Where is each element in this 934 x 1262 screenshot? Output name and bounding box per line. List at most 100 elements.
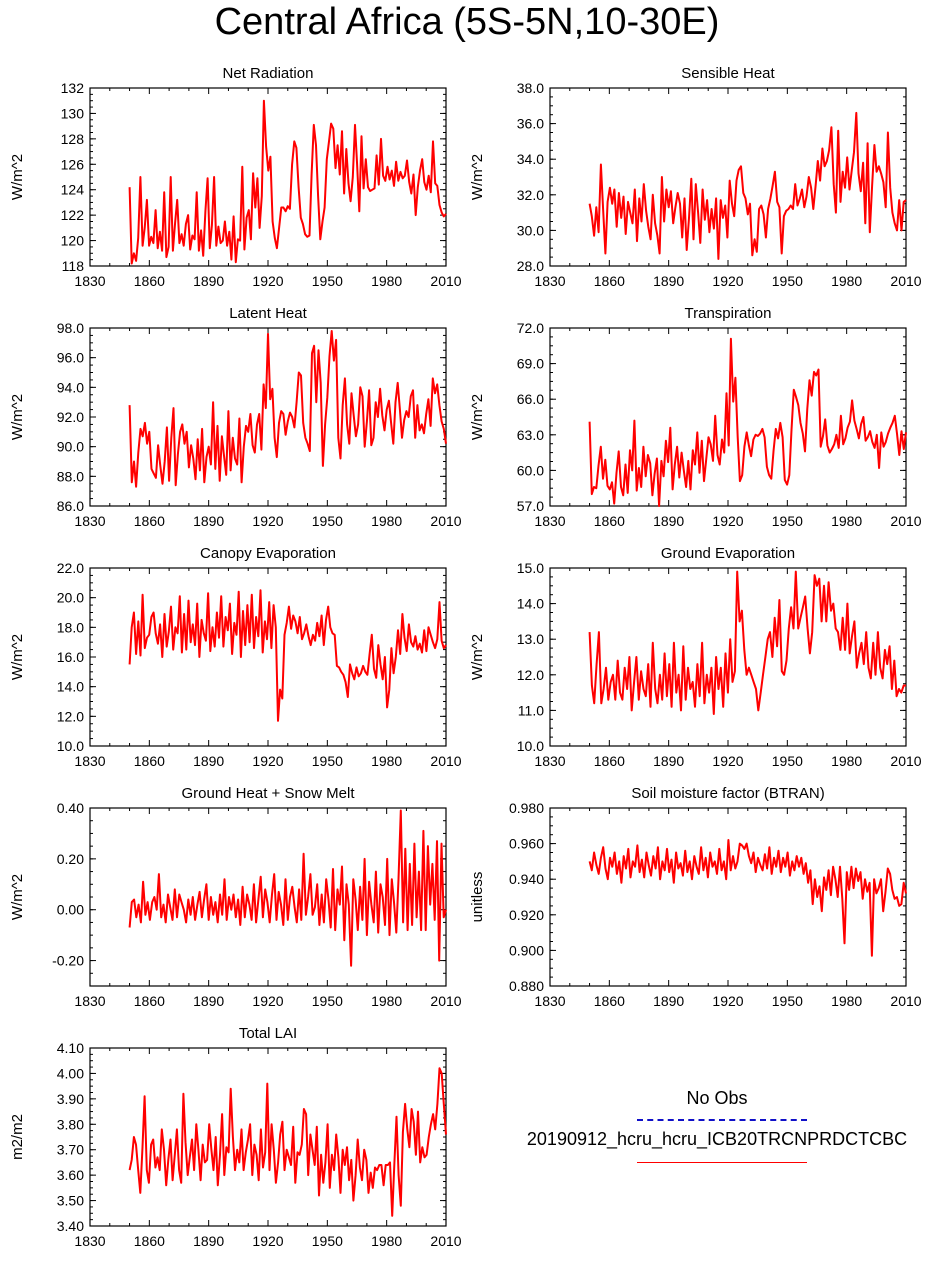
x-tick-label: 1980 (371, 753, 402, 769)
panel-0: Net Radiation W/m^2 1830 1860 1890 1920 1950 19… (9, 65, 462, 289)
series-line (128, 330, 447, 488)
y-tick-label: -0.20 (52, 953, 84, 969)
x-tick-label: 1860 (134, 1233, 165, 1249)
y-tick-label: 3.40 (57, 1218, 84, 1234)
y-tick-label: 132 (61, 80, 85, 96)
x-tick-label: 1830 (534, 513, 565, 529)
x-tick-label: 1980 (371, 513, 402, 529)
x-tick-label: 1950 (312, 273, 343, 289)
y-tick-label: 3.80 (57, 1116, 84, 1132)
x-tick-label: 1860 (134, 273, 165, 289)
y-tick-label: 12.0 (517, 667, 544, 683)
plot-frame (549, 807, 907, 987)
y-tick-label: 0.940 (509, 871, 544, 887)
plot-frame (549, 87, 907, 267)
x-tick-label: 1830 (534, 753, 565, 769)
x-tick-label: 1980 (831, 273, 862, 289)
y-tick-label: 0.20 (57, 851, 84, 867)
x-tick-label: 1980 (371, 1233, 402, 1249)
y-tick-label: 0.920 (509, 907, 544, 923)
x-tick-label: 1980 (371, 993, 402, 1009)
x-tick-label: 1830 (74, 753, 105, 769)
y-tick-label: 90.0 (57, 439, 84, 455)
x-tick-label: 1830 (74, 513, 105, 529)
y-axis-label: m2/m2 (9, 1114, 26, 1160)
x-tick-label: 1890 (193, 273, 224, 289)
y-tick-label: 4.00 (57, 1065, 84, 1081)
legend: No Obs 20190912_hcru_hcru_ICB20TRCNPRDCT… (500, 1088, 934, 1178)
x-tick-label: 1920 (712, 273, 743, 289)
x-tick-label: 1950 (312, 1233, 343, 1249)
x-tick-label: 1830 (74, 1233, 105, 1249)
x-tick-label: 2010 (890, 753, 921, 769)
legend-model-label: 20190912_hcru_hcru_ICB20TRCNPRDCTCBC (526, 1129, 908, 1149)
y-tick-label: 30.0 (517, 222, 544, 238)
x-tick-label: 1860 (594, 993, 625, 1009)
x-tick-label: 1950 (772, 993, 803, 1009)
y-tick-label: 3.90 (57, 1091, 84, 1107)
panel-title: Latent Heat (229, 305, 307, 322)
x-tick-label: 1980 (831, 993, 862, 1009)
series-line (588, 111, 907, 260)
x-tick-label: 1890 (193, 513, 224, 529)
y-tick-label: 72.0 (517, 320, 544, 336)
y-tick-label: 0.960 (509, 836, 544, 852)
x-tick-label: 1860 (594, 513, 625, 529)
x-tick-label: 1860 (594, 273, 625, 289)
panel-5: Ground Evaporation W/m^2 1830 1860 1890 1920 1… (469, 545, 922, 769)
y-tick-label: 96.0 (57, 350, 84, 366)
panel-7: Soil moisture factor (BTRAN) unitless 1830… (469, 785, 922, 1009)
x-tick-label: 1920 (712, 753, 743, 769)
y-tick-label: 28.0 (517, 258, 544, 274)
y-tick-label: 92.0 (57, 409, 84, 425)
y-tick-label: 12.0 (57, 708, 84, 724)
x-tick-label: 1830 (74, 993, 105, 1009)
y-tick-label: 69.0 (517, 356, 544, 372)
y-tick-label: 15.0 (517, 560, 544, 576)
panel-title: Ground Evaporation (661, 545, 795, 562)
y-tick-label: 0.900 (509, 942, 544, 958)
panel-4: Canopy Evaporation W/m^2 1830 1860 1890 1920 1… (9, 545, 462, 769)
y-tick-label: 10.0 (517, 738, 544, 754)
y-tick-label: 34.0 (517, 151, 544, 167)
y-tick-label: 18.0 (57, 619, 84, 635)
x-tick-label: 1980 (831, 513, 862, 529)
y-axis-label: W/m^2 (469, 154, 486, 200)
x-tick-label: 1950 (772, 273, 803, 289)
panel-title: Total LAI (239, 1025, 297, 1042)
y-tick-label: 32.0 (517, 187, 544, 203)
series-line (128, 809, 447, 967)
y-tick-label: 63.0 (517, 427, 544, 443)
y-axis-label: W/m^2 (9, 634, 26, 680)
series-line (588, 839, 907, 957)
x-tick-label: 2010 (430, 273, 461, 289)
y-tick-label: 60.0 (517, 462, 544, 478)
series-line (128, 1067, 447, 1217)
y-tick-label: 0.40 (57, 800, 84, 816)
x-tick-label: 1980 (371, 273, 402, 289)
x-tick-label: 1890 (193, 753, 224, 769)
x-tick-label: 1920 (252, 1233, 283, 1249)
y-axis-label: W/m^2 (9, 154, 26, 200)
x-tick-label: 1830 (74, 273, 105, 289)
x-tick-label: 1890 (653, 753, 684, 769)
panel-title: Net Radiation (223, 65, 314, 82)
panel-1: Sensible Heat W/m^2 1830 1860 1890 1920 1950 19… (469, 65, 922, 289)
y-tick-label: 0.980 (509, 800, 544, 816)
y-tick-label: 38.0 (517, 80, 544, 96)
x-tick-label: 1890 (653, 993, 684, 1009)
y-tick-label: 3.60 (57, 1167, 84, 1183)
y-tick-label: 118 (62, 258, 85, 274)
y-tick-label: 14.0 (517, 596, 544, 612)
x-tick-label: 1920 (252, 993, 283, 1009)
y-tick-label: 66.0 (517, 391, 544, 407)
y-tick-label: 130 (61, 105, 85, 121)
y-tick-label: 36.0 (517, 116, 544, 132)
x-tick-label: 1860 (134, 513, 165, 529)
y-tick-label: 22.0 (57, 560, 84, 576)
panel-8: Total LAI m2/m2 1830 1860 1890 1920 1950 1980 20… (9, 1025, 462, 1249)
x-tick-label: 2010 (890, 993, 921, 1009)
series-line (588, 337, 907, 507)
panel-title: Soil moisture factor (BTRAN) (631, 785, 824, 802)
